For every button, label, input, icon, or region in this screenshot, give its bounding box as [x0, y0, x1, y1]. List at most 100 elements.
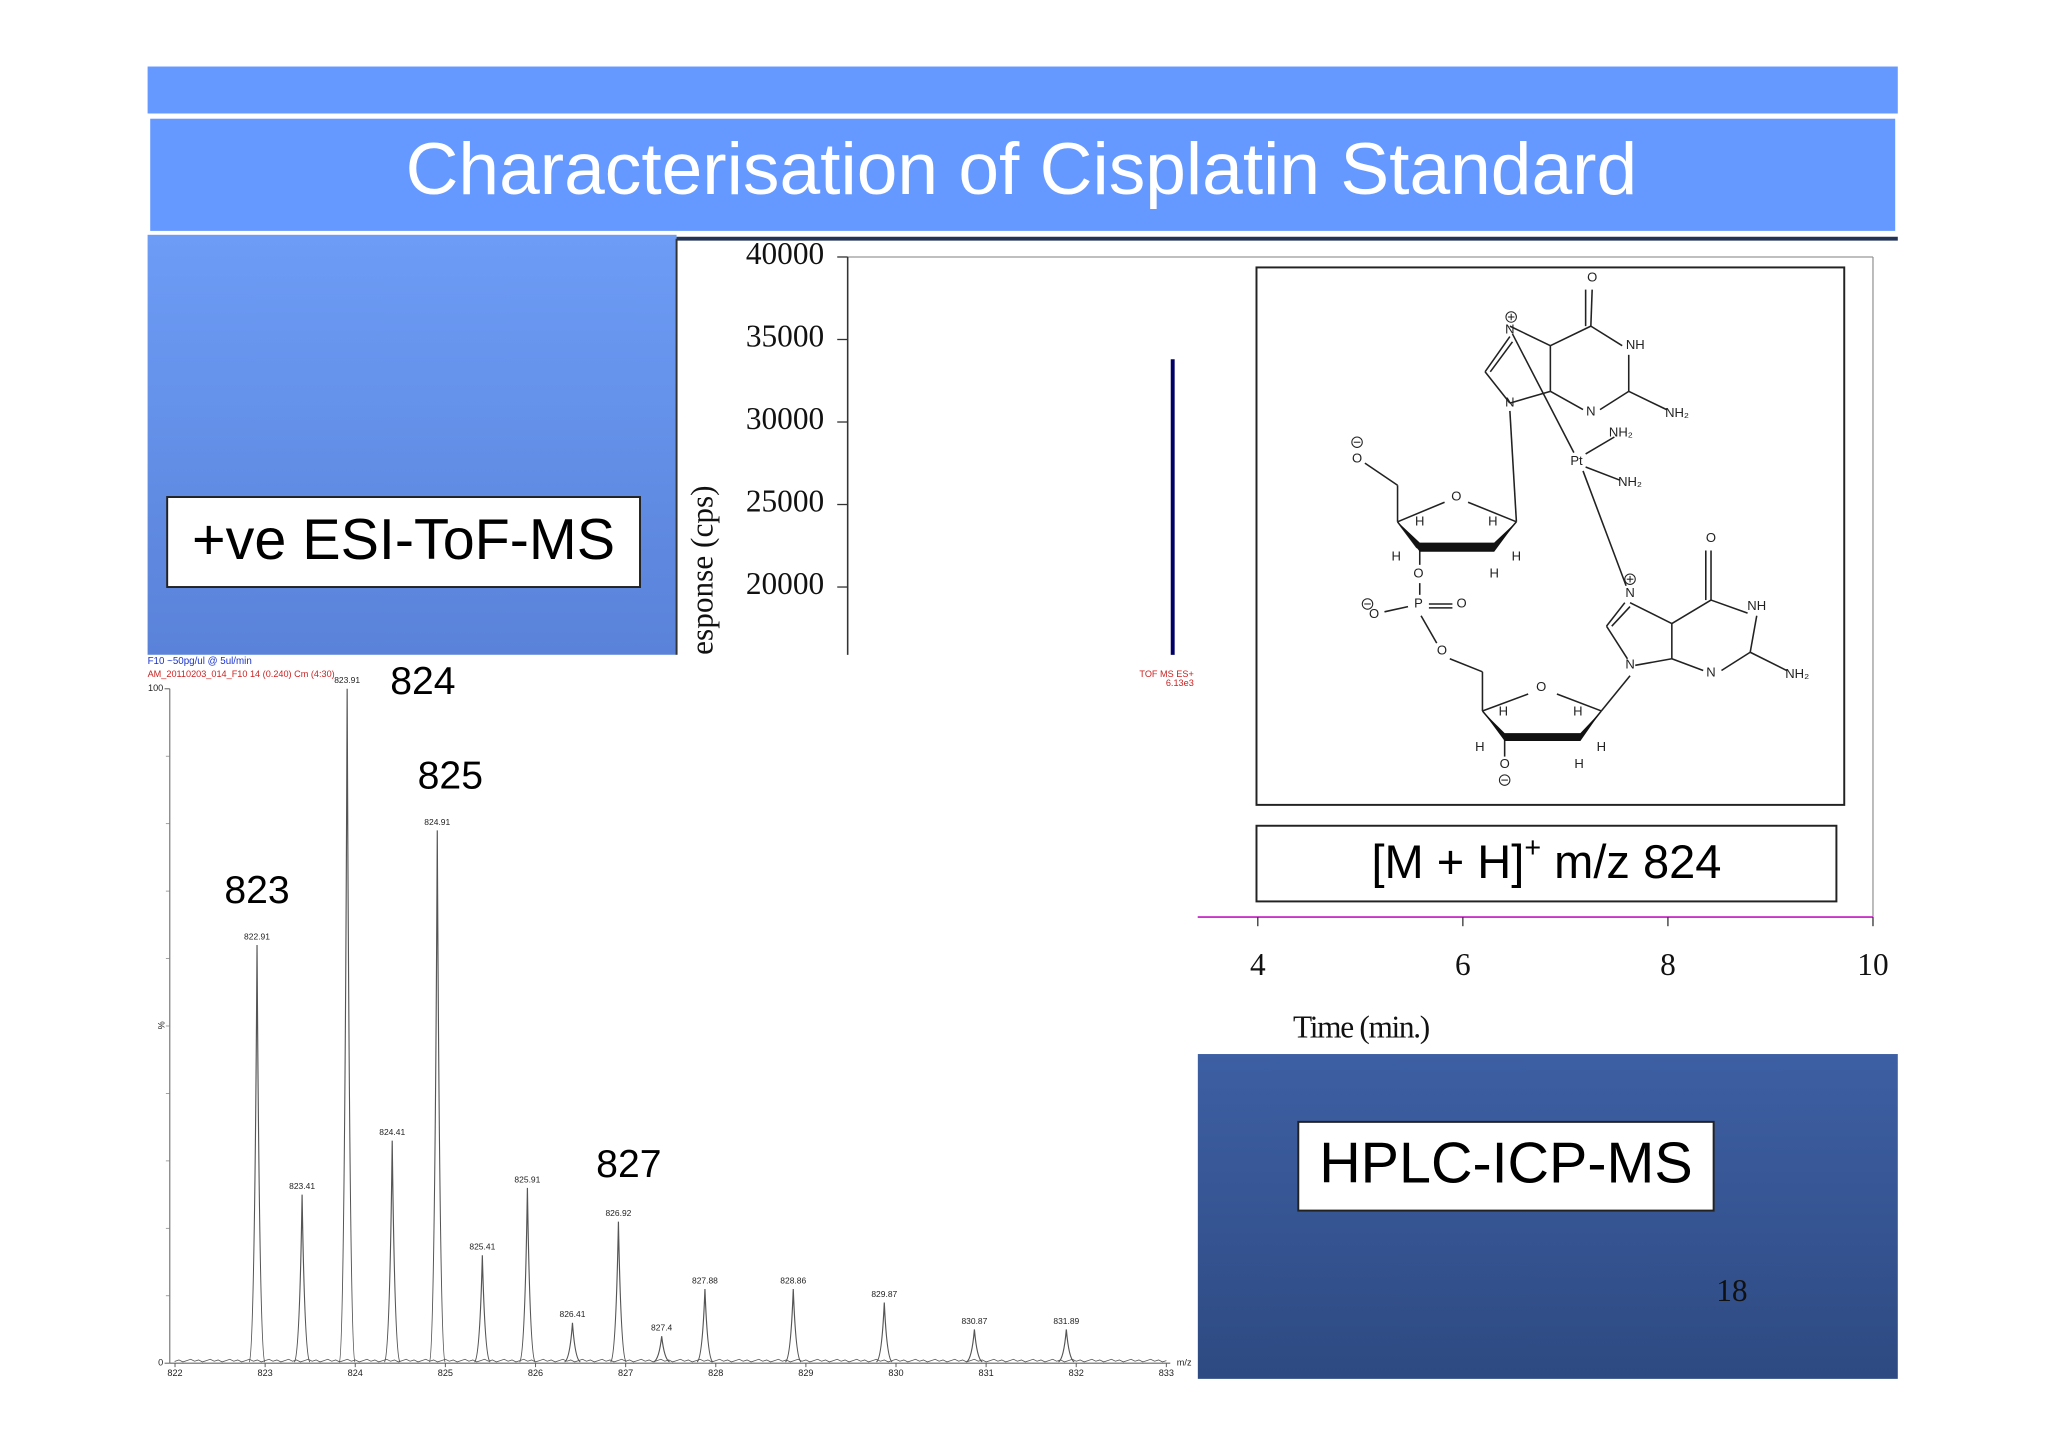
- spectrum-panel: [147, 654, 1198, 1381]
- wedge: [1397, 521, 1517, 552]
- hplc-box: [1297, 1120, 1715, 1212]
- slide-title: Characterisation of Cisplatin Standard: [406, 129, 1638, 210]
- bond: [1605, 625, 1629, 660]
- charge-icon: [1351, 436, 1363, 448]
- atom-label: O: [1352, 451, 1362, 466]
- atom-label: H: [1488, 513, 1497, 528]
- bond: [1556, 693, 1602, 712]
- bond: [1511, 333, 1575, 454]
- bond: [1585, 466, 1620, 481]
- top-bar: [147, 66, 1898, 114]
- atom-label: O: [1706, 530, 1716, 545]
- ion-prefix: [M + H]: [1371, 836, 1524, 889]
- y-tick-label: 30000: [746, 401, 824, 436]
- bond: [1710, 599, 1748, 614]
- peak-label: 823.91: [334, 675, 360, 685]
- peak-label: 823.41: [289, 1181, 315, 1191]
- peak: [1058, 1329, 1075, 1363]
- bond: [1629, 601, 1673, 625]
- charge-icon: [1624, 573, 1636, 585]
- bond: [1582, 470, 1627, 586]
- mass-spectrum: F10 ~50pg/ul @ 5ul/min AM_20110203_014_F1…: [147, 654, 1198, 1381]
- peak: [383, 1140, 401, 1363]
- atom-label: H: [1392, 548, 1401, 563]
- atom-label: NH: [1626, 337, 1645, 352]
- atom-label: NH₂: [1785, 666, 1809, 681]
- x-axis-label: m/z: [1177, 1358, 1192, 1368]
- atom-label: N: [1625, 585, 1634, 600]
- atom-label: NH₂: [1609, 425, 1633, 440]
- peak: [519, 1187, 536, 1363]
- x-tick-label: 825: [438, 1368, 453, 1378]
- right-panel: [1197, 1054, 1898, 1379]
- peak-label: 825.91: [514, 1174, 540, 1184]
- atom-label: N: [1505, 321, 1514, 336]
- peak: [293, 1194, 311, 1363]
- atom-label: H: [1573, 704, 1582, 719]
- peak: [474, 1255, 491, 1363]
- peak-label: 822.91: [244, 931, 270, 941]
- baseline: [174, 1358, 1167, 1363]
- x-tick-label: 8: [1660, 947, 1676, 982]
- x-tick-label: 833: [1159, 1368, 1174, 1378]
- bond: [1549, 390, 1584, 411]
- instrument-label: TOF MS ES+: [1139, 669, 1193, 679]
- bond: [1550, 325, 1592, 347]
- wedge: [1482, 710, 1602, 741]
- annotation: 825: [418, 755, 483, 798]
- atom-label: NH₂: [1665, 405, 1689, 420]
- atom-label: N: [1505, 395, 1514, 410]
- charge-icon: [1505, 311, 1517, 323]
- ion-sup: +: [1524, 832, 1541, 864]
- peak-label: 825.41: [469, 1242, 495, 1252]
- bond: [1671, 658, 1704, 672]
- bond: [1585, 436, 1615, 455]
- charge-icon: [1361, 598, 1374, 610]
- bond: [1484, 371, 1511, 404]
- x-tick-label: 4: [1250, 947, 1266, 982]
- y-tick-label: 35000: [746, 319, 824, 354]
- bond: [1611, 606, 1631, 627]
- bond: [1749, 651, 1788, 672]
- atom-label: NH: [1747, 598, 1766, 613]
- intensity-label: 6.13e3: [1166, 678, 1194, 688]
- atom-label: H: [1475, 739, 1484, 754]
- annotation: 824: [390, 660, 455, 703]
- atom-label: O: [1437, 642, 1447, 657]
- peak-label: 827.4: [651, 1323, 672, 1333]
- bond: [1671, 599, 1712, 625]
- bond: [1397, 501, 1445, 523]
- y-tick-label: 40000: [746, 236, 824, 271]
- atom-label: O: [1456, 595, 1466, 610]
- atom-label: N: [1586, 404, 1595, 419]
- bond: [1467, 501, 1517, 523]
- peak-label: 830.87: [961, 1316, 987, 1326]
- atom-label: H: [1415, 513, 1424, 528]
- peak: [784, 1288, 802, 1363]
- x-tick-label: 831: [979, 1368, 994, 1378]
- y-tick-label: 25000: [746, 484, 824, 519]
- esi-label: +ve ESI-ToF-MS: [192, 508, 615, 572]
- annotation: 827: [596, 1143, 661, 1186]
- atom-label: N: [1706, 665, 1715, 680]
- bond: [1590, 325, 1623, 347]
- x-tick-label: 830: [888, 1368, 903, 1378]
- peak-label: 824.41: [379, 1127, 405, 1137]
- peak-label: 829.87: [871, 1289, 897, 1299]
- atom-label: H: [1499, 704, 1508, 719]
- bond: [1600, 675, 1631, 712]
- bond: [1489, 341, 1514, 373]
- atom-label: H: [1574, 756, 1583, 771]
- bond: [1364, 462, 1398, 486]
- bond: [1420, 615, 1438, 644]
- atom-label: H: [1489, 565, 1498, 580]
- bond: [1605, 602, 1626, 627]
- peak-label: 826.41: [559, 1309, 585, 1319]
- peak: [966, 1329, 983, 1363]
- esi-box: [166, 496, 641, 589]
- y-tick-label: 0: [158, 1358, 163, 1368]
- bond: [1509, 325, 1551, 347]
